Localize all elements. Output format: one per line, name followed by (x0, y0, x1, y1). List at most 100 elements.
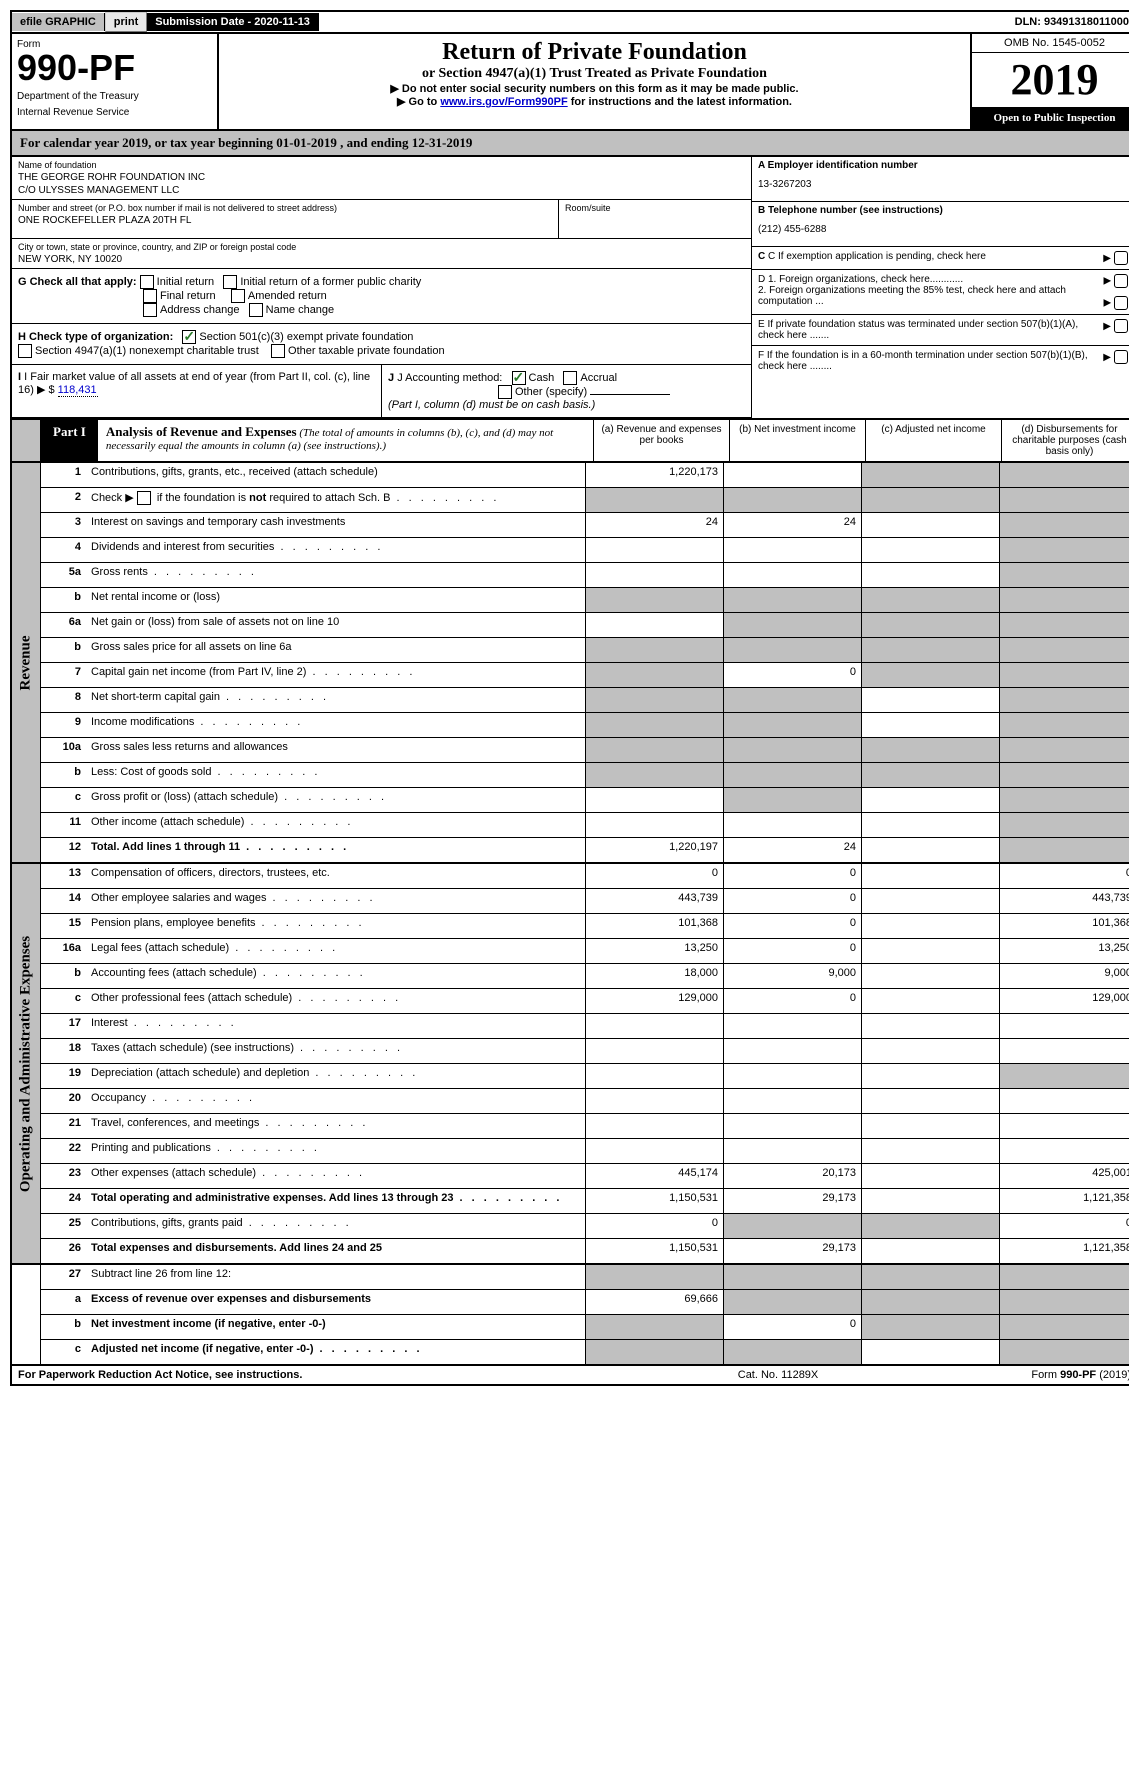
final-return-cb[interactable] (143, 289, 157, 303)
foreign-85-cb[interactable] (1114, 296, 1128, 310)
foundation-name-1: THE GEORGE ROHR FOUNDATION INC (18, 172, 745, 183)
initial-return-cb[interactable] (140, 275, 154, 289)
footer-left: For Paperwork Reduction Act Notice, see … (18, 1369, 525, 1381)
data-cell (999, 838, 1129, 862)
instructions-link[interactable]: www.irs.gov/Form990PF (440, 96, 567, 108)
4947a1-cb[interactable] (18, 344, 32, 358)
data-cell (861, 563, 999, 587)
data-cell (585, 1064, 723, 1088)
data-cell (861, 488, 999, 512)
data-cell: 69,666 (585, 1290, 723, 1314)
footer-center: Cat. No. 11289X (525, 1369, 1032, 1381)
data-cell (585, 688, 723, 712)
table-row: 24Total operating and administrative exp… (41, 1189, 1129, 1214)
accrual-cb[interactable] (563, 371, 577, 385)
data-cell: 13,250 (585, 939, 723, 963)
data-cell (723, 1114, 861, 1138)
data-cell: 0 (723, 889, 861, 913)
data-cell (723, 563, 861, 587)
entity-info: Name of foundation THE GEORGE ROHR FOUND… (10, 157, 1129, 420)
table-row: cOther professional fees (attach schedul… (41, 989, 1129, 1014)
table-row: bAccounting fees (attach schedule)18,000… (41, 964, 1129, 989)
data-cell (861, 1089, 999, 1113)
data-cell (999, 638, 1129, 662)
data-cell (723, 638, 861, 662)
data-cell (723, 463, 861, 487)
amended-cb[interactable] (231, 289, 245, 303)
data-cell (585, 1039, 723, 1063)
501c3-cb[interactable] (182, 330, 196, 344)
data-cell (585, 588, 723, 612)
data-cell (999, 663, 1129, 687)
data-cell (585, 1265, 723, 1289)
data-cell: 0 (723, 989, 861, 1013)
table-row: 27Subtract line 26 from line 12: (41, 1265, 1129, 1290)
table-row: 8Net short-term capital gain (41, 688, 1129, 713)
warning-2: ▶ Go to www.irs.gov/Form990PF for instru… (224, 95, 965, 108)
data-cell (723, 488, 861, 512)
address-change-cb[interactable] (143, 303, 157, 317)
data-cell: 24 (723, 513, 861, 537)
cash-cb[interactable] (512, 371, 526, 385)
dln-label: DLN: 93491318011000 (1007, 13, 1129, 31)
data-cell (723, 763, 861, 787)
data-cell (585, 1340, 723, 1364)
exemption-pending-cb[interactable] (1114, 251, 1128, 265)
table-row: 17Interest (41, 1014, 1129, 1039)
data-cell (723, 738, 861, 762)
form-header: Form 990-PF Department of the Treasury I… (10, 34, 1129, 131)
data-cell (999, 738, 1129, 762)
expenses-section: Operating and Administrative Expenses 13… (10, 864, 1129, 1265)
ein-label: A Employer identification number (758, 160, 918, 171)
data-cell (861, 1189, 999, 1213)
60month-cb[interactable] (1114, 350, 1128, 364)
data-cell (585, 713, 723, 737)
submission-date: Submission Date - 2020-11-13 (147, 13, 319, 31)
data-cell (999, 813, 1129, 837)
terminated-cb[interactable] (1114, 319, 1128, 333)
data-cell: 129,000 (585, 989, 723, 1013)
data-cell: 1,121,358 (999, 1189, 1129, 1213)
data-cell: 0 (723, 914, 861, 938)
data-cell (723, 1014, 861, 1038)
table-row: 2Check ▶ if the foundation is not requir… (41, 488, 1129, 513)
open-public-label: Open to Public Inspection (972, 107, 1129, 129)
foreign-org-cb[interactable] (1114, 274, 1128, 288)
table-row: 13Compensation of officers, directors, t… (41, 864, 1129, 889)
other-taxable-cb[interactable] (271, 344, 285, 358)
part1-header: Part I Analysis of Revenue and Expenses … (10, 420, 1129, 463)
section-h: H Check type of organization: Section 50… (12, 324, 751, 365)
col-a-header: (a) Revenue and expenses per books (593, 420, 729, 461)
table-row: 20Occupancy (41, 1089, 1129, 1114)
data-cell: 443,739 (585, 889, 723, 913)
data-cell (585, 613, 723, 637)
data-cell (861, 1039, 999, 1063)
data-cell: 0 (999, 864, 1129, 888)
data-cell: 24 (585, 513, 723, 537)
data-cell (723, 588, 861, 612)
data-cell (861, 613, 999, 637)
data-cell (861, 838, 999, 862)
data-cell: 9,000 (999, 964, 1129, 988)
data-cell: 1,121,358 (999, 1239, 1129, 1263)
data-cell (861, 1340, 999, 1364)
data-cell (861, 663, 999, 687)
other-method-cb[interactable] (498, 385, 512, 399)
data-cell (723, 1089, 861, 1113)
data-cell (861, 1290, 999, 1314)
name-change-cb[interactable] (249, 303, 263, 317)
table-row: 4Dividends and interest from securities (41, 538, 1129, 563)
efile-label: efile GRAPHIC (12, 13, 105, 31)
table-row: 21Travel, conferences, and meetings (41, 1114, 1129, 1139)
data-cell (585, 663, 723, 687)
data-cell: 0 (723, 663, 861, 687)
table-row: cAdjusted net income (if negative, enter… (41, 1340, 1129, 1364)
table-row: 14Other employee salaries and wages443,7… (41, 889, 1129, 914)
data-cell (999, 1114, 1129, 1138)
top-bar: efile GRAPHIC print Submission Date - 20… (10, 10, 1129, 34)
print-button[interactable]: print (105, 12, 147, 32)
data-cell: 101,368 (585, 914, 723, 938)
footer-right: Form 990-PF (2019) (1031, 1369, 1129, 1381)
initial-former-cb[interactable] (223, 275, 237, 289)
data-cell (999, 1290, 1129, 1314)
